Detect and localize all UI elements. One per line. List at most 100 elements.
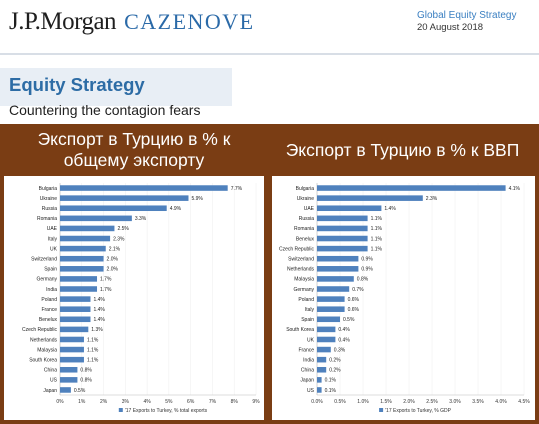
bar-germany [60,276,98,282]
category-label: Russia [42,206,58,212]
value-label: 2.5% [117,226,129,232]
category-label: UK [307,337,315,343]
x-tick-label: 2% [100,399,108,405]
category-label: UAE [47,226,58,232]
x-tick-label: 3% [122,399,130,405]
x-tick-label: 1.5% [380,399,392,405]
legend-label: '17 Exports to Turkey, % GDP [385,408,452,414]
value-label: 1.1% [87,337,99,343]
value-label: 2.0% [107,267,119,273]
bar-south-korea [60,356,84,363]
header-divider [0,53,539,55]
category-label: Switzerland [31,257,57,263]
bar-ukraine [317,195,423,201]
bar-italy [317,306,345,312]
value-label: 1.1% [371,216,383,222]
bar-bulgaria [317,185,506,191]
category-label: Spain [301,317,314,323]
category-label: Romania [37,216,57,222]
category-label: India [303,357,314,363]
bar-spain [317,316,340,323]
x-tick-label: 6% [187,399,195,405]
bar-benelux [317,235,368,242]
caption-left: Экспорт в Турцию в % к общему экспорту [37,129,231,170]
report-subtitle: Countering the contagion fears [9,102,201,118]
bar-czech-republic [60,326,89,333]
bar-italy [60,235,111,242]
category-label: Japan [300,378,314,384]
x-tick-label: 2.5% [426,399,438,405]
x-tick-label: 4.5% [518,399,530,405]
value-label: 7.7% [231,186,243,192]
value-label: 1.3% [91,327,103,333]
category-label: Benelux [296,236,315,242]
category-label: US [50,378,58,384]
bar-poland [317,296,345,302]
bar-uae [60,225,115,232]
category-label: UAE [304,206,315,212]
category-label: Malaysia [294,277,314,283]
value-label: 2.0% [107,257,119,263]
value-label: 0.9% [361,257,373,263]
value-label: 1.4% [384,206,396,212]
category-label: Poland [298,297,314,303]
bar-china [60,366,78,373]
chart-exports-gdp: 0.0% 0.5% 1.0% 1.5% 2.0% 2.5% 3.0% 3.5% 4.0% 4.5%… [279,183,530,414]
category-label: Bulgaria [39,186,58,192]
value-label: 1.1% [87,347,99,353]
bar-ukraine [60,195,189,201]
bar-france [317,346,331,353]
category-label: China [301,368,314,374]
bar-russia [317,215,368,222]
value-label: 0.8% [80,368,92,374]
category-label: Benelux [39,317,58,323]
bar-uk [317,336,336,343]
x-tick-label: 0.5% [334,399,346,405]
category-label: Bulgaria [296,186,315,192]
category-label: South Korea [286,327,314,333]
category-label: Netherlands [30,337,57,343]
category-label: Czech Republic [279,246,315,252]
category-label: Netherlands [287,267,314,273]
value-label: 0.2% [329,368,341,374]
category-label: South Korea [29,357,57,363]
value-label: 2.3% [426,196,438,202]
bar-india [60,286,98,292]
category-label: Spain [44,267,57,273]
value-label: 1.4% [93,297,105,303]
value-label: 0.6% [348,307,360,313]
value-label: 0.3% [334,347,346,353]
category-label: Ukraine [297,196,314,202]
bar-china [317,366,327,373]
x-tick-label: 3.5% [472,399,484,405]
bar-switzerland [60,255,104,262]
value-label: 2.3% [113,236,125,242]
value-label: 5.9% [191,196,203,202]
value-label: 1.1% [371,246,383,252]
category-label: Malaysia [37,347,57,353]
bar-spain [60,266,104,272]
category-label: US [307,388,315,394]
value-label: 0.8% [80,378,92,384]
bar-uk [60,245,106,252]
brand-cazenove: CAZENOVE [124,9,255,34]
x-tick-label: 4% [143,399,151,405]
value-label: 0.5% [74,388,86,394]
category-label: UK [50,246,58,252]
chart-exports-share: 0% 1% 2% 3% 4% 5% 6% 7% 8% 9% Bulgaria 7.7% Ukraine 5… [22,183,260,414]
x-tick-label: 1.0% [357,399,369,405]
bar-malaysia [317,276,354,282]
value-label: 1.4% [93,307,105,313]
x-tick-label: 3.0% [449,399,461,405]
report-header: J.P.Morgan CAZENOVE Global Equity Strateg… [0,0,539,124]
bar-bulgaria [60,185,228,191]
category-label: Switzerland [288,257,314,263]
bar-uae [317,205,382,212]
bar-japan [60,387,71,393]
value-label: 0.4% [338,327,350,333]
category-label: China [44,368,57,374]
value-label: 0.7% [352,287,364,293]
category-label: Russia [299,216,315,222]
x-tick-label: 2.0% [403,399,415,405]
bar-romania [60,215,132,222]
